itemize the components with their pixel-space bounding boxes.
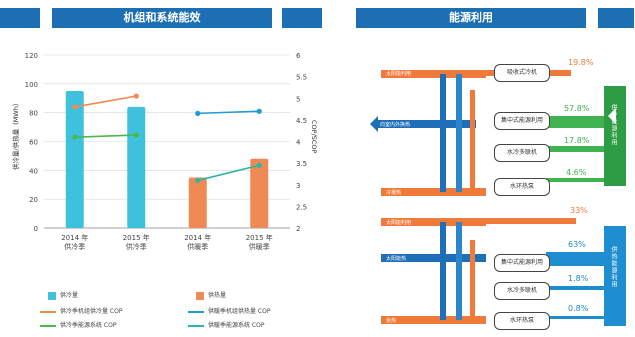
pct-label: 17.8% — [564, 136, 590, 145]
y2-tick-label: 5.5 — [296, 74, 307, 82]
x-tick-label: 2014 年 — [184, 233, 211, 242]
y-tick-label: 60 — [29, 139, 38, 147]
bar — [250, 158, 269, 228]
x-tick-label: 供冷季 — [64, 242, 85, 251]
y-tick-label: 100 — [25, 81, 38, 89]
y2-tick-label: 5 — [296, 95, 300, 103]
y-axis-left-label: 供冷量/供热量（MWh） — [12, 99, 20, 170]
panel-title-right: 能源利用 — [356, 8, 586, 28]
y-tick-label: 120 — [25, 52, 38, 60]
sink-box: 集中式能源利用 — [494, 112, 550, 130]
pct-label: 33% — [570, 206, 588, 215]
legend-cool-bar: 供冷量 — [48, 290, 78, 300]
legend-swatch — [188, 324, 204, 327]
y-tick-label: 0 — [34, 225, 38, 233]
y2-tick-label: 4.5 — [296, 117, 307, 125]
sankey-diagram — [356, 40, 626, 326]
flow-label: 向室内外换热 — [380, 122, 411, 128]
energy-utilization-panel: 能源利用 太阳能利用 向室内外换热 冷凝热 — [336, 0, 635, 337]
legend-swatch — [196, 291, 204, 300]
legend-label: 供冷量 — [60, 292, 79, 299]
line-point — [195, 177, 201, 184]
x-tick-label: 2014 年 — [61, 233, 88, 242]
legend-swatch — [48, 291, 56, 300]
flow-label: 太阳能利用 — [386, 71, 412, 77]
pct-label: 0.8% — [568, 304, 589, 313]
legend-heat-scop: 供暖季能源系统 COP — [188, 320, 264, 329]
sink-box: 水环热泵 — [494, 178, 550, 196]
legend-cool-scop: 供冷季能源系统 COP — [40, 320, 116, 329]
x-tick-label: 供冷季 — [126, 242, 147, 251]
legend-label: 供暖季能源系统 COP — [208, 322, 265, 329]
flow-label: 冷凝热 — [386, 190, 402, 196]
legend-label: 供暖季机组供热量 COP — [208, 308, 271, 315]
bar — [127, 106, 146, 228]
legend-swatch — [188, 310, 204, 313]
series-line — [74, 95, 137, 108]
sink-box: 水冷多联机 — [494, 282, 550, 300]
legend-swatch — [40, 310, 56, 313]
line-point — [195, 110, 201, 116]
y2-tick-label: 2 — [296, 225, 300, 233]
legend-label: 供冷季能源系统 COP — [60, 322, 117, 329]
y-tick-label: 40 — [29, 167, 38, 175]
flow-label: 余热 — [386, 318, 397, 324]
banner-stripe — [282, 8, 322, 28]
legend-label: 供热量 — [208, 292, 227, 299]
line-point — [133, 132, 139, 138]
line-point — [133, 93, 139, 99]
flow-label: 太阳能热 — [386, 256, 407, 262]
banner-stripe — [0, 8, 40, 28]
bar — [188, 177, 207, 228]
pct-label: 1.8% — [568, 274, 589, 283]
sink-box: 吸收式冷机 — [494, 64, 550, 82]
pct-label: 19.8% — [568, 58, 594, 67]
legend-label: 供冷季机组供冷量 COP — [60, 308, 123, 315]
y2-tick-label: 6 — [296, 52, 301, 60]
x-tick-label: 2015 年 — [246, 233, 273, 242]
x-tick-label: 供暖季 — [249, 242, 270, 251]
series-line — [197, 164, 260, 182]
legend-heat-cop: 供暖季机组供热量 COP — [188, 306, 270, 315]
y2-tick-label: 4 — [296, 139, 301, 147]
line-point — [72, 134, 78, 140]
x-tick-label: 2015 年 — [123, 233, 150, 242]
side-label-cooling: 供冷能源利用 — [610, 104, 617, 146]
line-point — [256, 108, 262, 114]
pct-label: 63% — [568, 240, 586, 249]
legend-cool-cop: 供冷季机组供冷量 COP — [40, 306, 122, 315]
panel-title-left: 机组和系统能效 — [52, 8, 272, 28]
y-tick-label: 20 — [29, 196, 38, 204]
line-point — [72, 104, 78, 110]
legend-heat-bar: 供热量 — [196, 290, 226, 300]
series-line — [74, 134, 137, 138]
y-tick-label: 80 — [29, 110, 38, 118]
legend-swatch — [40, 324, 56, 327]
y2-tick-label: 2.5 — [296, 203, 307, 211]
sink-box: 集中式能源利用 — [494, 254, 550, 272]
series-line — [197, 110, 260, 115]
line-point — [256, 162, 262, 168]
energy-efficiency-panel: 机组和系统能效 0 20 40 60 80 100 120 2 2.5 3 3.5 4 4.5 5 5.5 6… — [0, 8, 322, 329]
flow-label: 太阳能利用 — [386, 220, 412, 226]
banner-stripe — [598, 8, 634, 28]
sink-box: 水环热泵 — [494, 312, 550, 330]
x-tick-label: 供暖季 — [187, 242, 208, 251]
pct-label: 4.6% — [566, 168, 587, 177]
pct-label: 57.8% — [564, 104, 590, 113]
y-axis-right-label: COP/SCOP — [310, 120, 318, 154]
sink-box: 水冷多联机 — [494, 144, 550, 162]
side-label-heating: 供热能源利用 — [610, 246, 617, 288]
y2-tick-label: 3.5 — [296, 160, 307, 168]
bar — [65, 91, 84, 229]
y2-tick-label: 3 — [296, 182, 300, 190]
